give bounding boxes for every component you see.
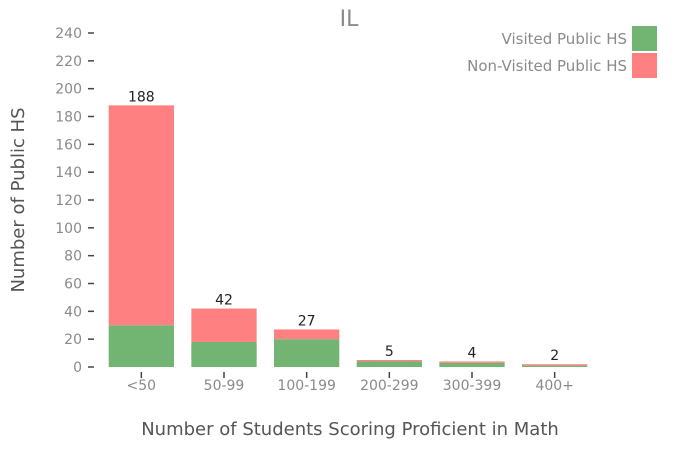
chart-title: IL bbox=[340, 7, 359, 32]
y-tick-label: 80 bbox=[64, 249, 82, 265]
legend-swatch bbox=[632, 53, 657, 78]
bar-segment-non-visited bbox=[439, 361, 505, 363]
legend-label: Visited Public HS bbox=[502, 30, 627, 48]
bar-segment-non-visited bbox=[274, 329, 340, 340]
bar-segment-visited bbox=[108, 325, 174, 367]
y-tick-label: 180 bbox=[55, 110, 82, 126]
legend-swatch bbox=[632, 26, 657, 51]
bar-total-label: 5 bbox=[385, 344, 394, 360]
y-tick-label: 20 bbox=[64, 332, 82, 348]
x-tick-label: 400+ bbox=[535, 378, 573, 394]
bar-segment-visited bbox=[522, 365, 588, 367]
y-tick-label: 160 bbox=[55, 137, 82, 153]
bar-segment-non-visited bbox=[356, 360, 422, 362]
bar-segment-non-visited bbox=[522, 364, 588, 366]
bar-total-label: 2 bbox=[550, 348, 559, 364]
bar-total-label: 27 bbox=[298, 313, 316, 329]
legend: Visited Public HS Non-Visited Public HS bbox=[467, 26, 657, 78]
y-axis-title: Number of Public HS bbox=[8, 107, 29, 292]
x-tick-label: 300-399 bbox=[443, 378, 502, 394]
y-tick-label: 100 bbox=[55, 221, 82, 237]
y-tick-label: 40 bbox=[64, 304, 82, 320]
bar-total-label: 4 bbox=[468, 345, 477, 361]
x-axis: <50 50-99 100-199 200-299 300-399 400+ bbox=[127, 372, 574, 394]
y-tick-label: 240 bbox=[55, 26, 82, 42]
bar-total-label: 42 bbox=[215, 293, 233, 309]
bars-group bbox=[108, 105, 588, 367]
y-axis: 0 20 40 60 80 100 120 140 160 180 200 220 240 bbox=[55, 26, 94, 376]
bar-segment-visited bbox=[191, 341, 257, 367]
bar-segment-non-visited bbox=[108, 105, 174, 326]
y-tick-label: 220 bbox=[55, 54, 82, 70]
bar-total-label: 188 bbox=[128, 89, 155, 105]
x-axis-title: Number of Students Scoring Proficient in… bbox=[141, 419, 559, 440]
x-tick-label: 200-299 bbox=[360, 378, 419, 394]
bar-segment-visited bbox=[439, 362, 505, 367]
x-tick-label: 50-99 bbox=[204, 378, 245, 394]
legend-label: Non-Visited Public HS bbox=[467, 57, 627, 75]
y-tick-label: 140 bbox=[55, 165, 82, 181]
x-tick-label: 100-199 bbox=[277, 378, 336, 394]
y-tick-label: 0 bbox=[73, 360, 82, 376]
x-tick-label: <50 bbox=[127, 378, 157, 394]
y-tick-label: 60 bbox=[64, 277, 82, 293]
y-tick-label: 120 bbox=[55, 193, 82, 209]
bar-segment-visited bbox=[356, 361, 422, 367]
bar-segment-non-visited bbox=[191, 308, 257, 342]
y-tick-label: 200 bbox=[55, 82, 82, 98]
bar-segment-visited bbox=[274, 339, 340, 367]
